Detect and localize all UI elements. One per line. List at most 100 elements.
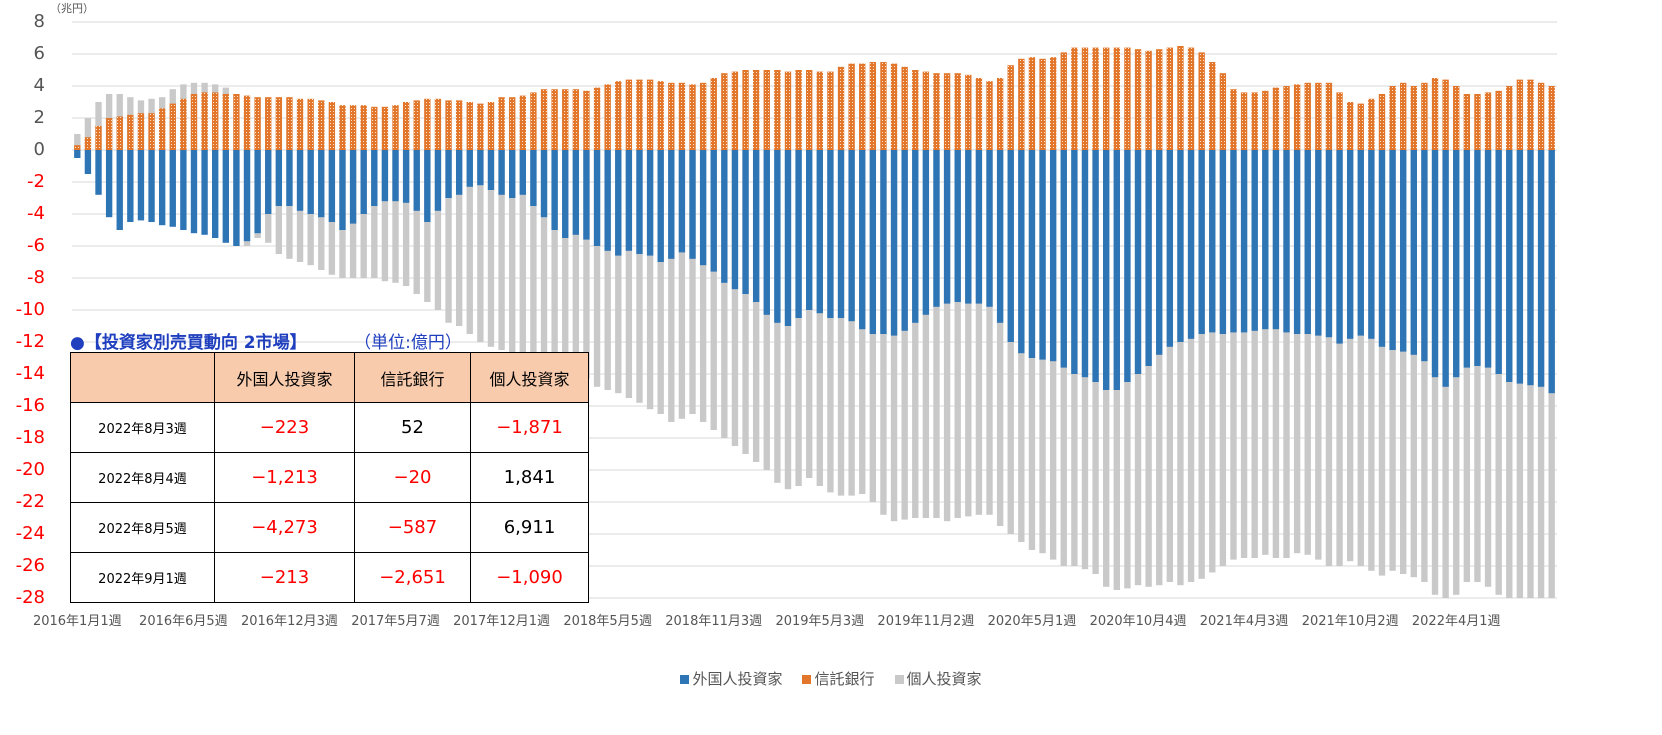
bar [890,150,898,336]
x-tick-label: 2016年1月1週 [32,614,122,629]
bar [1421,82,1428,150]
bar [286,97,293,150]
bar [381,150,389,202]
bar [1368,150,1375,571]
bar [1145,50,1152,150]
bar [1156,150,1163,586]
table-cell: −213 [214,552,355,603]
bar [943,150,951,522]
bar [540,150,548,358]
bar [477,150,484,342]
bar [116,116,123,150]
bar [158,108,166,150]
bar [943,73,951,150]
bar [1240,92,1248,150]
bar [1230,89,1237,150]
bar [455,150,463,195]
bar [1548,150,1555,394]
table-cell: −587 [354,502,471,553]
bar [752,70,760,150]
legend-item: 個人投資家 [894,668,982,689]
bar [1431,150,1439,378]
x-tick-label: 2019年11月2週 [877,614,975,629]
bar [328,102,336,150]
legend-swatch [894,675,904,684]
bar [477,150,484,186]
bar [965,150,972,517]
x-tick-label: 2020年5月1週 [987,614,1077,629]
row-label: 2022年8月5週 [70,502,215,553]
x-tick-label: 2018年11月3週 [665,614,763,629]
bar [572,89,580,150]
bar [1156,49,1163,151]
bar [222,94,229,150]
bar [1230,150,1237,333]
bar [1177,150,1184,586]
legend-label: 個人投資家 [906,670,982,688]
bar [1177,46,1184,150]
y-tick-label: -8 [27,267,45,288]
y-tick-label: -16 [16,395,45,416]
bar [318,150,325,218]
table-cell: −2,651 [354,552,471,603]
bar [1209,150,1216,333]
bar [530,150,537,358]
bar [1400,150,1407,574]
x-tick-label: 2021年10月2週 [1301,614,1399,629]
table-cell: −1,213 [214,452,355,503]
table-unit: （単位:億円） [362,333,462,353]
bar [212,150,219,238]
bar [848,63,855,150]
bar [339,105,346,150]
table-title-row: ●【投資家別売買動向 2市場】 （単位:億円） [70,328,589,353]
bar [901,150,908,520]
bar [95,126,102,150]
bar [349,150,357,224]
bar [1442,79,1449,150]
bar [392,150,399,283]
bar [1198,150,1205,334]
bar [657,150,664,414]
bar [1357,103,1364,150]
bar [1219,150,1227,334]
bar [996,150,1004,526]
bar [360,150,367,214]
bar [699,150,707,422]
bar [784,150,792,326]
bar [636,79,643,150]
bar [721,150,728,438]
y-tick-label: -26 [16,555,45,576]
bar [148,113,155,150]
bar [434,150,442,211]
bar [402,150,410,286]
bar [105,118,113,150]
bar [1346,150,1354,339]
bar [742,70,749,150]
bar [943,150,951,304]
bar [583,150,590,379]
bar [1251,92,1258,150]
bar [731,150,739,290]
bar [1251,150,1258,331]
bar [816,71,823,150]
bar [1262,150,1269,330]
bar [466,150,473,187]
bar [763,150,770,315]
bar [986,150,993,515]
bar [890,63,898,150]
bar [1368,98,1375,150]
bar [1293,84,1301,150]
row-label: 2022年9月1週 [70,552,215,603]
bar [1134,150,1142,374]
bar [74,150,81,158]
bar [1410,150,1417,578]
bar [381,150,389,282]
legend-swatch [680,675,690,684]
bar [1272,150,1280,558]
bar [869,150,877,334]
bar [562,89,569,150]
table-title: ●【投資家別売買動向 2市場】 [70,333,307,353]
table-cell: −1,090 [470,552,589,603]
y-tick-label: -28 [16,587,45,608]
